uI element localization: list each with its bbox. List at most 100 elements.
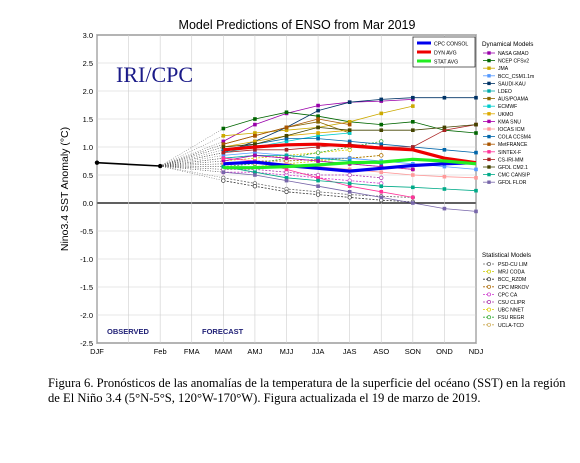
model-point [315,192,321,197]
average-line [223,142,477,165]
model-connector [160,143,224,167]
y-tick-label: 0.0 [83,199,93,208]
y-tick-label: 1.5 [83,115,93,124]
model-point [252,184,258,189]
model-point [474,150,478,155]
legend-marker [487,89,491,93]
legend-marker [487,165,491,169]
forecast-label: FORECAST [202,327,244,336]
legend-label: COLA CCSM4 [498,135,531,141]
legend-label: ECMWF [498,104,517,110]
model-connector [160,157,224,167]
legend-marker [487,74,491,78]
model-point [221,153,226,158]
legend-marker [487,104,491,108]
legend-marker [487,58,491,63]
y-axis-ticks: 3.0 2.5 2.0 1.5 1.0 0.5 0.0 -0.5 -1.0 -1.5 -2.0 -2.… [80,31,93,348]
y-tick-label: -1.0 [80,255,93,264]
model-point [284,136,289,141]
legend-marker [487,142,491,146]
model-point [474,188,478,193]
legend-label: GFDL CM2.1 [498,165,528,171]
model-point [284,176,289,180]
legend-marker [487,157,491,162]
model-point [411,162,415,166]
x-tick-label: NDJ [469,347,484,356]
legend-label: CS-IRI-MM [498,157,523,163]
model-point [411,128,415,132]
legend-marker [487,277,491,282]
model-point [284,148,289,152]
chart-title: Model Predictions of ENSO from Mar 2019 [179,18,416,32]
average-legend: CPC CONSOL DYN AVG STAT AVG [417,41,468,65]
model-point [316,131,320,135]
model-connector [160,149,224,167]
observed-point [157,163,163,169]
legend-marker [487,112,491,116]
x-tick-label: JAS [343,347,357,356]
y-tick-label: 2.5 [83,59,93,68]
model-point [442,206,447,211]
model-point [315,150,321,155]
model-point [379,128,384,132]
model-point [347,190,352,194]
model-point [253,153,257,158]
legend-marker [487,180,491,184]
model-point [316,159,320,163]
legend-label: LDEO [498,89,512,95]
model-point [411,195,415,200]
legend-label: UKMO [498,112,513,118]
legend-label: PSD-CU LIM [498,262,527,268]
model-point [379,153,384,158]
x-tick-label: JJA [312,347,325,356]
model-point [284,153,289,158]
y-tick-label: -2.0 [80,311,93,320]
model-point [284,110,289,115]
x-tick-label: FMA [184,347,200,356]
model-point [411,95,415,100]
legend-marker [487,322,491,327]
legend-label: BCC_CSM1.1m [498,74,534,80]
iri-cpc-logo: IRI/CPC [116,62,193,87]
y-axis-label: Nino3.4 SST Anomaly (°C) [59,127,71,251]
legend-marker [487,307,491,312]
model-point [284,139,289,144]
model-connector [160,155,224,167]
legend-label: STAT AVG [434,59,458,65]
model-point [316,125,320,130]
model-point [379,184,384,188]
model-point [442,174,447,179]
legend-marker [487,284,491,289]
model-point [347,131,352,135]
legend-marker [487,172,491,177]
model-point [253,117,257,121]
model-point [253,170,257,174]
legend-marker [487,119,491,124]
model-point [347,156,352,160]
model-point [411,201,415,205]
y-tick-label: 2.0 [83,87,93,96]
model-point [347,195,352,200]
model-point [316,178,320,183]
model-connector [160,160,224,167]
legend-label: CMC CANSIP [498,173,531,179]
dynamical-legend-heading: Dynamical Models [482,41,533,48]
legend-label: CSU CLIPR [498,300,525,306]
model-connector [160,165,224,173]
legend-label: AUS/POAMA [498,97,529,103]
model-point [411,104,415,108]
model-point [379,122,384,127]
x-tick-label: OND [436,347,453,356]
model-point [221,139,226,144]
model-point [316,136,320,141]
model-connector [160,152,224,167]
model-point [379,111,384,116]
model-point [253,131,257,135]
model-point [316,184,320,188]
model-point [379,97,384,102]
legend-label: UCLA-TCD [498,323,524,329]
model-point [284,125,289,130]
model-point [284,167,289,172]
model-point [316,114,320,118]
legend-label: GFDL FLOR [498,180,527,186]
